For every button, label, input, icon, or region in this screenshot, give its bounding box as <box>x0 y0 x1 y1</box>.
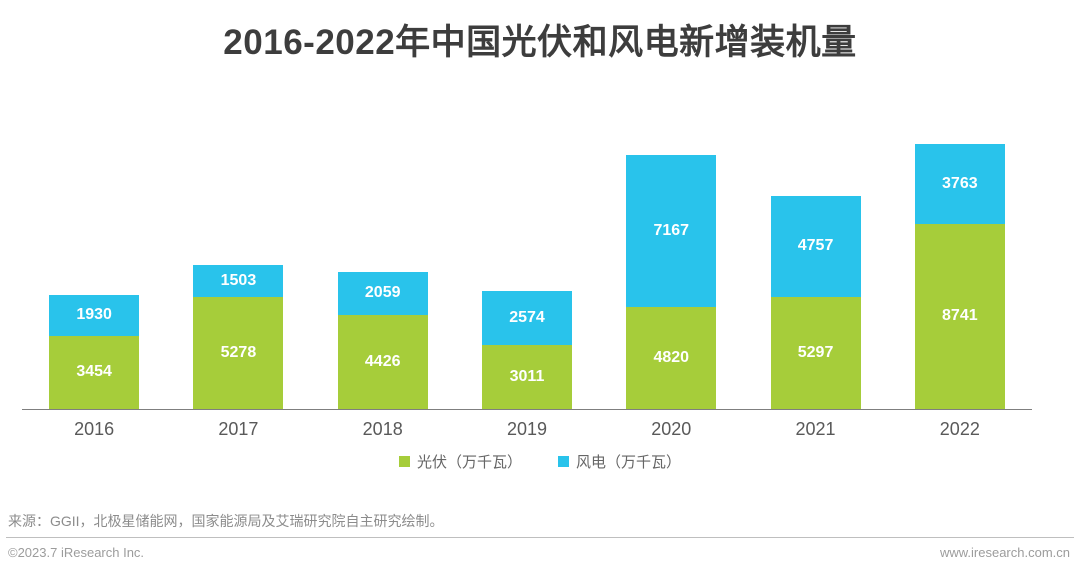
segment-wind-2016: 1930 <box>49 294 140 336</box>
bar-column-2016: 1930 3454 <box>22 140 166 409</box>
segment-pv-2021: 5297 <box>770 296 861 409</box>
value-label-wind-2019: 2574 <box>509 308 545 326</box>
value-label-wind-2017: 1503 <box>220 272 257 290</box>
value-label-pv-2018: 4426 <box>364 353 401 371</box>
bar-column-2020: 7167 4820 <box>599 140 743 409</box>
value-label-wind-2016: 1930 <box>76 306 112 324</box>
footer-copyright: ©2023.7 iResearch Inc. <box>8 545 145 560</box>
stacked-bar-2020: 7167 4820 <box>626 154 717 409</box>
value-label-wind-2021: 4757 <box>797 237 834 255</box>
value-label-pv-2020: 4820 <box>653 348 690 366</box>
plot-area: 1930 3454 1503 5278 2059 4426 2574 3011 7167 4820… <box>22 140 1032 410</box>
bar-column-2021: 4757 5297 <box>743 140 887 409</box>
value-label-pv-2017: 5278 <box>220 344 257 362</box>
segment-pv-2018: 4426 <box>337 315 428 409</box>
bar-column-2018: 2059 4426 <box>311 140 455 409</box>
x-tick-2017: 2017 <box>218 419 259 439</box>
x-axis-labels: 2016 2017 2018 2019 2020 2021 2022 <box>22 419 1032 440</box>
segment-wind-2021: 4757 <box>770 195 861 297</box>
value-label-wind-2022: 3763 <box>942 174 978 192</box>
x-tick-2021: 2021 <box>795 419 836 439</box>
legend-item-wind: 风电（万千瓦） <box>558 451 681 472</box>
value-label-pv-2016: 3454 <box>76 363 112 381</box>
footer: ©2023.7 iResearch Inc. www.iresearch.com… <box>6 538 1074 560</box>
value-label-pv-2021: 5297 <box>797 343 834 361</box>
stacked-bar-2016: 1930 3454 <box>49 294 140 409</box>
segment-pv-2016: 3454 <box>49 335 140 409</box>
x-tick-2019: 2019 <box>506 419 547 439</box>
segment-wind-2020: 7167 <box>626 154 717 307</box>
segment-pv-2022: 8741 <box>914 223 1005 409</box>
bar-column-2022: 3763 8741 <box>888 140 1032 409</box>
legend-item-pv: 光伏（万千瓦） <box>398 451 522 472</box>
value-label-wind-2020: 7167 <box>653 221 690 239</box>
stacked-bar-2021: 4757 5297 <box>770 195 861 409</box>
stacked-bar-2019: 2574 3011 <box>481 290 572 409</box>
segment-pv-2020: 4820 <box>626 306 717 409</box>
legend-swatch-icon <box>398 456 410 467</box>
segment-wind-2018: 2059 <box>337 271 428 316</box>
x-tick-2018: 2018 <box>362 419 403 439</box>
legend-label: 光伏（万千瓦） <box>416 454 522 471</box>
value-label-pv-2019: 3011 <box>509 368 545 386</box>
segment-wind-2022: 3763 <box>914 144 1005 224</box>
footer-divider: ©2023.7 iResearch Inc. www.iresearch.com… <box>6 537 1074 560</box>
bar-column-2017: 1503 5278 <box>166 140 310 409</box>
stacked-bar-2018: 2059 4426 <box>337 271 428 409</box>
x-tick-2022: 2022 <box>939 419 980 439</box>
segment-wind-2017: 1503 <box>193 265 284 298</box>
value-label-wind-2018: 2059 <box>364 284 401 302</box>
x-tick-2016: 2016 <box>74 419 115 439</box>
footer-website: www.iresearch.com.cn <box>939 545 1070 560</box>
segment-pv-2019: 3011 <box>481 345 572 409</box>
value-label-pv-2022: 8741 <box>942 307 978 325</box>
source-note: 来源：GGII，北极星储能网，国家能源局及艾瑞研究院自主研究绘制。 <box>8 513 444 529</box>
segment-pv-2017: 5278 <box>193 297 284 409</box>
chart-title: 2016-2022年中国光伏和风电新增装机量 <box>223 23 857 62</box>
x-tick-2020: 2020 <box>651 419 692 439</box>
bar-column-2019: 2574 3011 <box>455 140 599 409</box>
stacked-bar-2017: 1503 5278 <box>193 265 284 409</box>
stacked-bar-2022: 3763 8741 <box>914 144 1005 409</box>
legend-label: 风电（万千瓦） <box>576 454 682 471</box>
segment-wind-2019: 2574 <box>481 290 572 346</box>
legend-swatch-icon <box>558 456 569 467</box>
legend: 光伏（万千瓦） 风电（万千瓦） <box>0 451 1080 472</box>
